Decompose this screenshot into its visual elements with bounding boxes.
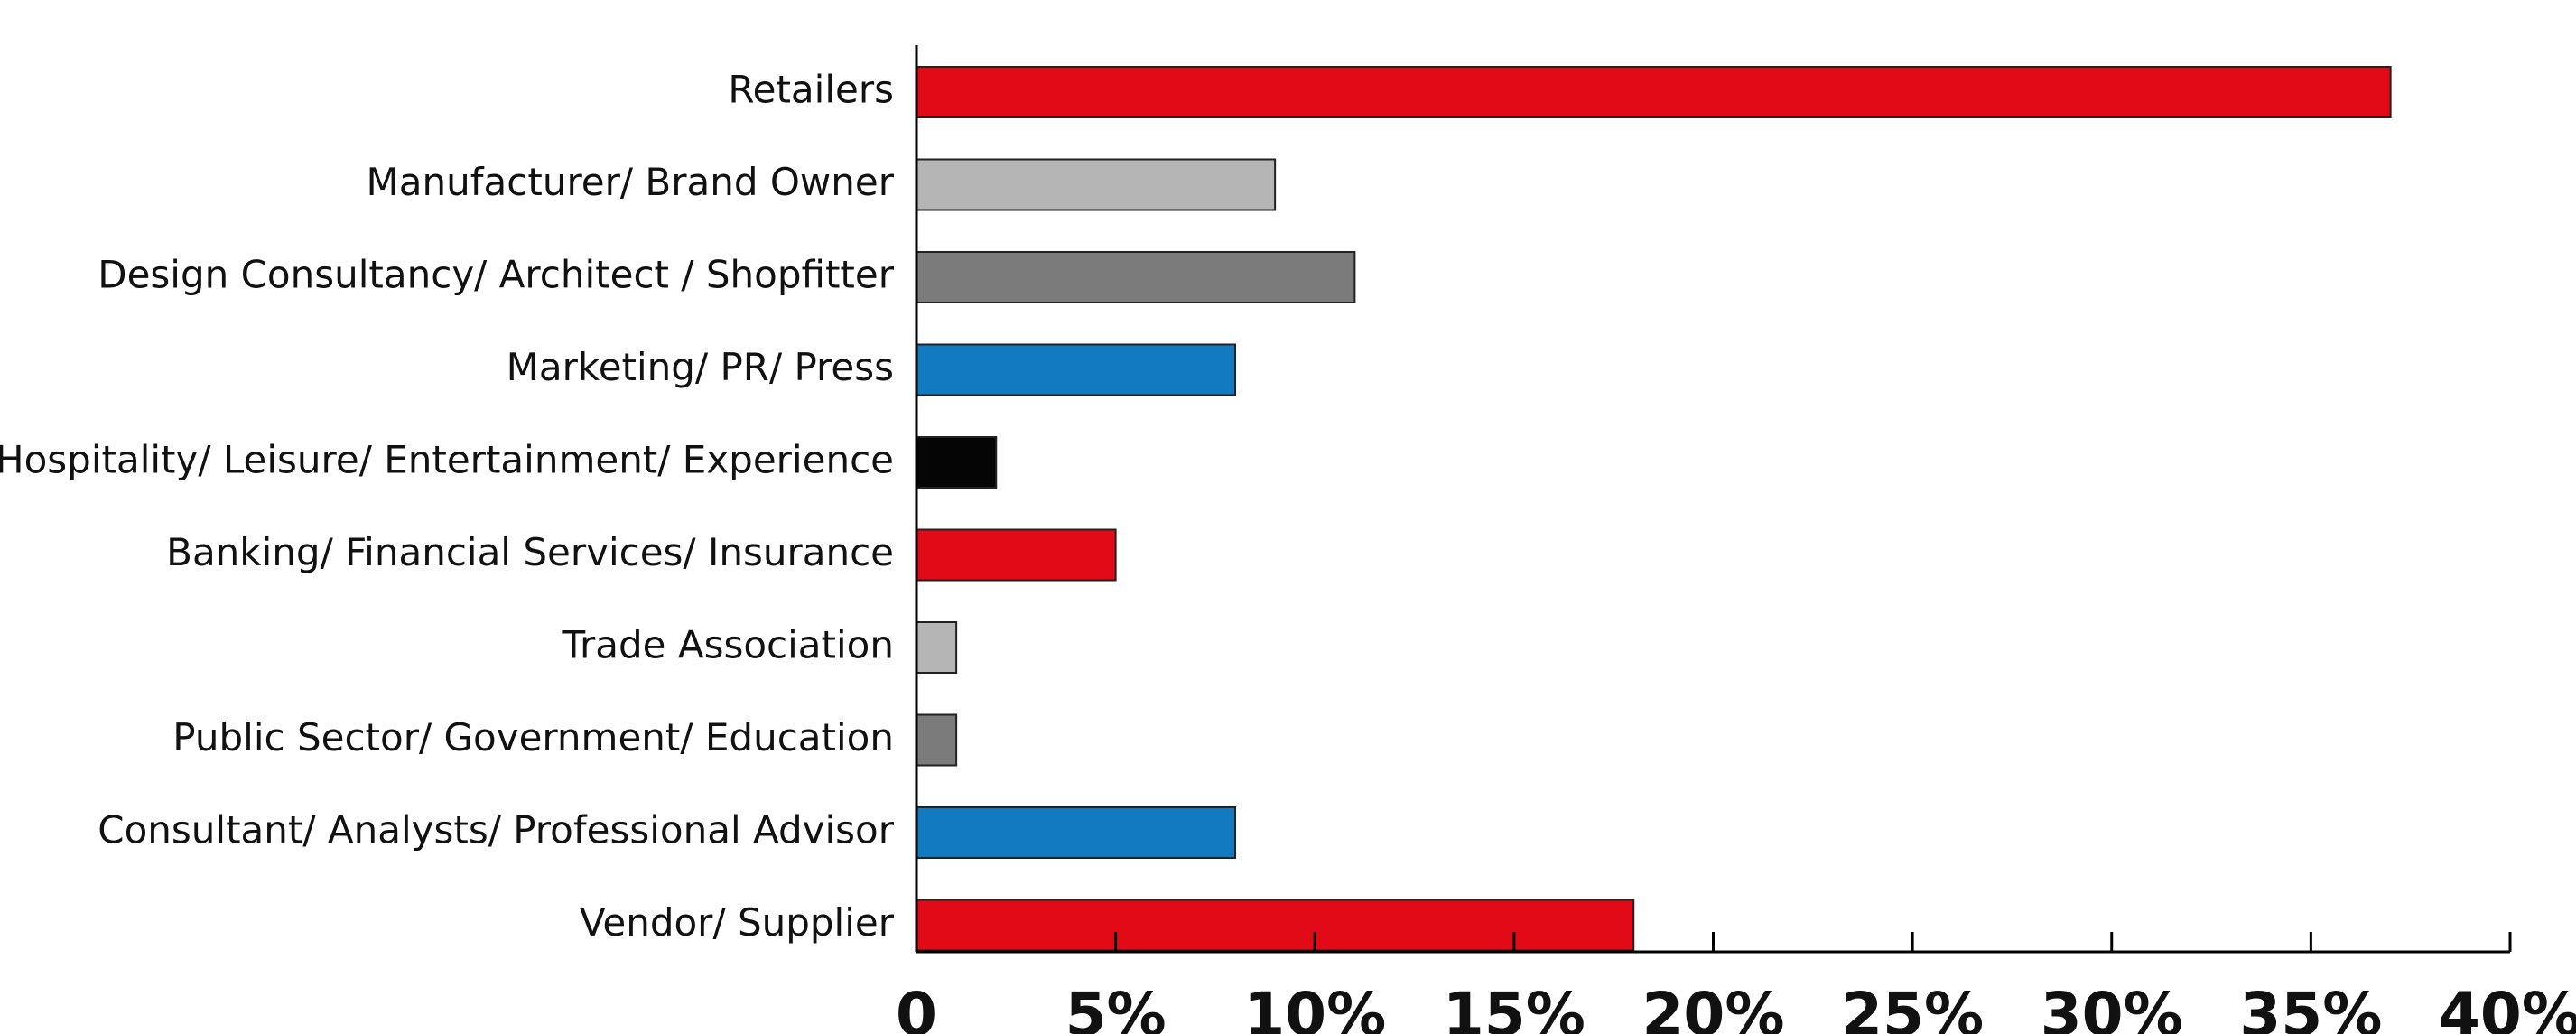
bar-public-sector-government-education — [916, 713, 958, 767]
x-tick-label: 35% — [2239, 980, 2382, 1034]
category-label: Hospitality/ Leisure/ Entertainment/ Exp… — [0, 438, 894, 482]
x-tick-label: 0 — [896, 980, 937, 1034]
category-label: Manufacturer/ Brand Owner — [367, 160, 895, 204]
bar-design-consultancy-architect-shopfitter — [916, 251, 1356, 303]
bar-vendor-supplier — [916, 899, 1635, 952]
bar-retailers — [916, 66, 2392, 118]
x-tick-label: 30% — [2041, 980, 2183, 1034]
x-tick-label: 5% — [1065, 980, 1167, 1034]
bars-group — [916, 66, 2392, 952]
x-tick-label: 20% — [1642, 980, 1785, 1034]
bar-trade-association — [916, 621, 958, 674]
category-label: Marketing/ PR/ Press — [507, 345, 894, 389]
x-tick-label: 40% — [2439, 980, 2576, 1034]
bar-manufacturer-brand-owner — [916, 158, 1277, 211]
category-label: Banking/ Financial Services/ Insurance — [166, 530, 894, 574]
bar-hospitality-leisure-entertainment-experience — [916, 436, 998, 489]
bar-banking-financial-services-insurance — [916, 528, 1117, 582]
x-ticks-group: 0 5% 10% 15% 20% 25% 30% 35% 40% — [896, 932, 2576, 1034]
x-tick-label: 10% — [1243, 980, 1386, 1034]
category-label: Public Sector/ Government/ Education — [172, 715, 894, 759]
category-label: Retailers — [728, 68, 894, 112]
x-tick-label: 25% — [1841, 980, 1984, 1034]
category-label: Trade Association — [562, 623, 894, 667]
x-tick-label: 15% — [1443, 980, 1586, 1034]
category-label: Design Consultancy/ Architect / Shopfitt… — [98, 253, 894, 297]
category-labels-group: Retailers Manufacturer/ Brand Owner Design… — [0, 68, 895, 946]
category-label: Consultant/ Analysts/ Professional Advis… — [98, 808, 894, 852]
category-label: Vendor/ Supplier — [580, 900, 895, 945]
bar-consultant-analysts-professional-advisor — [916, 806, 1236, 859]
bar-marketing-pr-press — [916, 343, 1236, 396]
